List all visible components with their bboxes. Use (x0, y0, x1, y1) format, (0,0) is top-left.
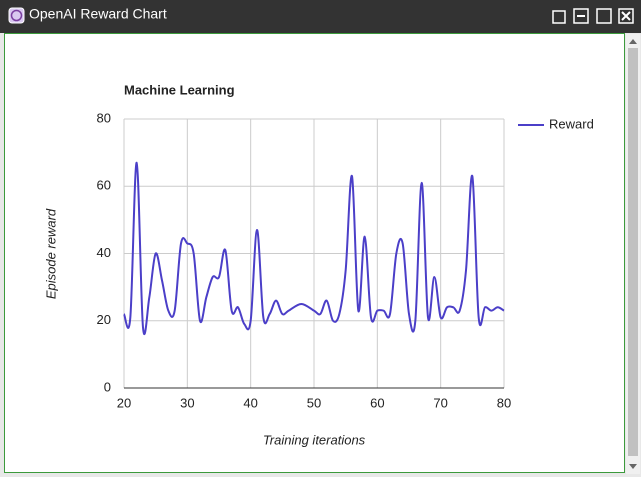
x-tick-label: 30 (180, 395, 194, 410)
title-bar (0, 0, 641, 33)
y-tick-label: 20 (97, 312, 111, 327)
window-title: OpenAI Reward Chart (29, 6, 167, 22)
app-icon-logo (10, 9, 23, 22)
x-axis-label: Training iterations (263, 432, 366, 447)
x-tick-label: 50 (307, 395, 321, 410)
y-tick-label: 40 (97, 245, 111, 260)
scrollbar-thumb[interactable] (628, 48, 638, 456)
chart-title: Machine Learning (124, 82, 235, 97)
scroll-down[interactable] (629, 464, 637, 469)
x-tick-label: 20 (117, 395, 131, 410)
x-tick-label: 70 (433, 395, 447, 410)
y-axis-label: Episode reward (43, 208, 58, 299)
minimize-button[interactable] (573, 8, 589, 24)
scroll-up[interactable] (629, 39, 637, 44)
x-tick-label: 40 (243, 395, 257, 410)
close-icon (621, 11, 631, 21)
y-tick-label: 80 (97, 110, 111, 125)
y-tick-label: 60 (97, 178, 111, 193)
close-button[interactable] (618, 8, 634, 24)
maximize-button[interactable] (596, 8, 612, 24)
legend-label: Reward (549, 116, 594, 131)
data-line (123, 161, 505, 336)
restore-button[interactable] (552, 10, 566, 24)
y-tick-label: 0 (104, 379, 111, 394)
window-controls[interactable] (552, 8, 634, 24)
x-tick-label: 60 (370, 395, 384, 410)
x-tick-label: 80 (497, 395, 511, 410)
chart: Machine Learning Training iterations Epi… (43, 82, 593, 447)
